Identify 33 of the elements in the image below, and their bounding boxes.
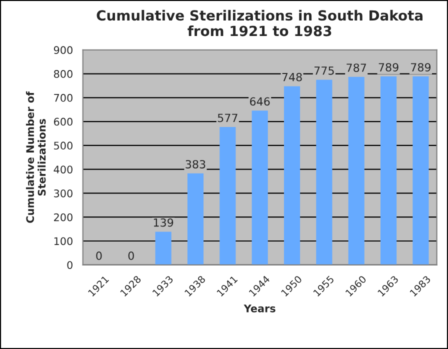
data-label: 748: [282, 72, 302, 82]
data-label: 0: [96, 252, 102, 260]
bar: [380, 76, 397, 265]
y-tick-label: 100: [54, 237, 72, 246]
bar: [348, 76, 364, 265]
data-label: 789: [411, 63, 431, 72]
data-label: 646: [250, 97, 270, 106]
y-tick-label: 200: [54, 213, 72, 222]
y-tick-label: 800: [54, 70, 72, 78]
bar: [252, 110, 268, 265]
y-tick-label: 300: [54, 189, 72, 198]
data-label: 139: [154, 218, 174, 227]
y-tick-label: 400: [54, 166, 72, 174]
data-label: 775: [314, 66, 334, 75]
data-label: 577: [218, 114, 238, 122]
data-label: 0: [128, 252, 134, 260]
x-axis-title: Years: [244, 304, 276, 312]
bar: [220, 127, 236, 265]
y-tick-label: 600: [54, 118, 72, 126]
y-axis-title: Cumulative Number of Sterilizations: [26, 91, 46, 223]
bar: [316, 80, 332, 265]
bar: [412, 76, 429, 265]
chart-title: Cumulative Sterilizations in South Dakota from 1921 to 1983: [96, 10, 422, 36]
y-tick-label: 900: [54, 46, 72, 54]
y-tick-label: 0: [67, 261, 72, 269]
data-label: 383: [186, 160, 206, 168]
y-tick-label: 700: [54, 94, 72, 102]
data-label: 787: [346, 64, 366, 72]
bar: [187, 173, 204, 265]
bar: [155, 232, 172, 265]
data-label: 789: [378, 63, 398, 72]
y-tick-label: 500: [54, 142, 72, 150]
bar: [284, 86, 300, 265]
